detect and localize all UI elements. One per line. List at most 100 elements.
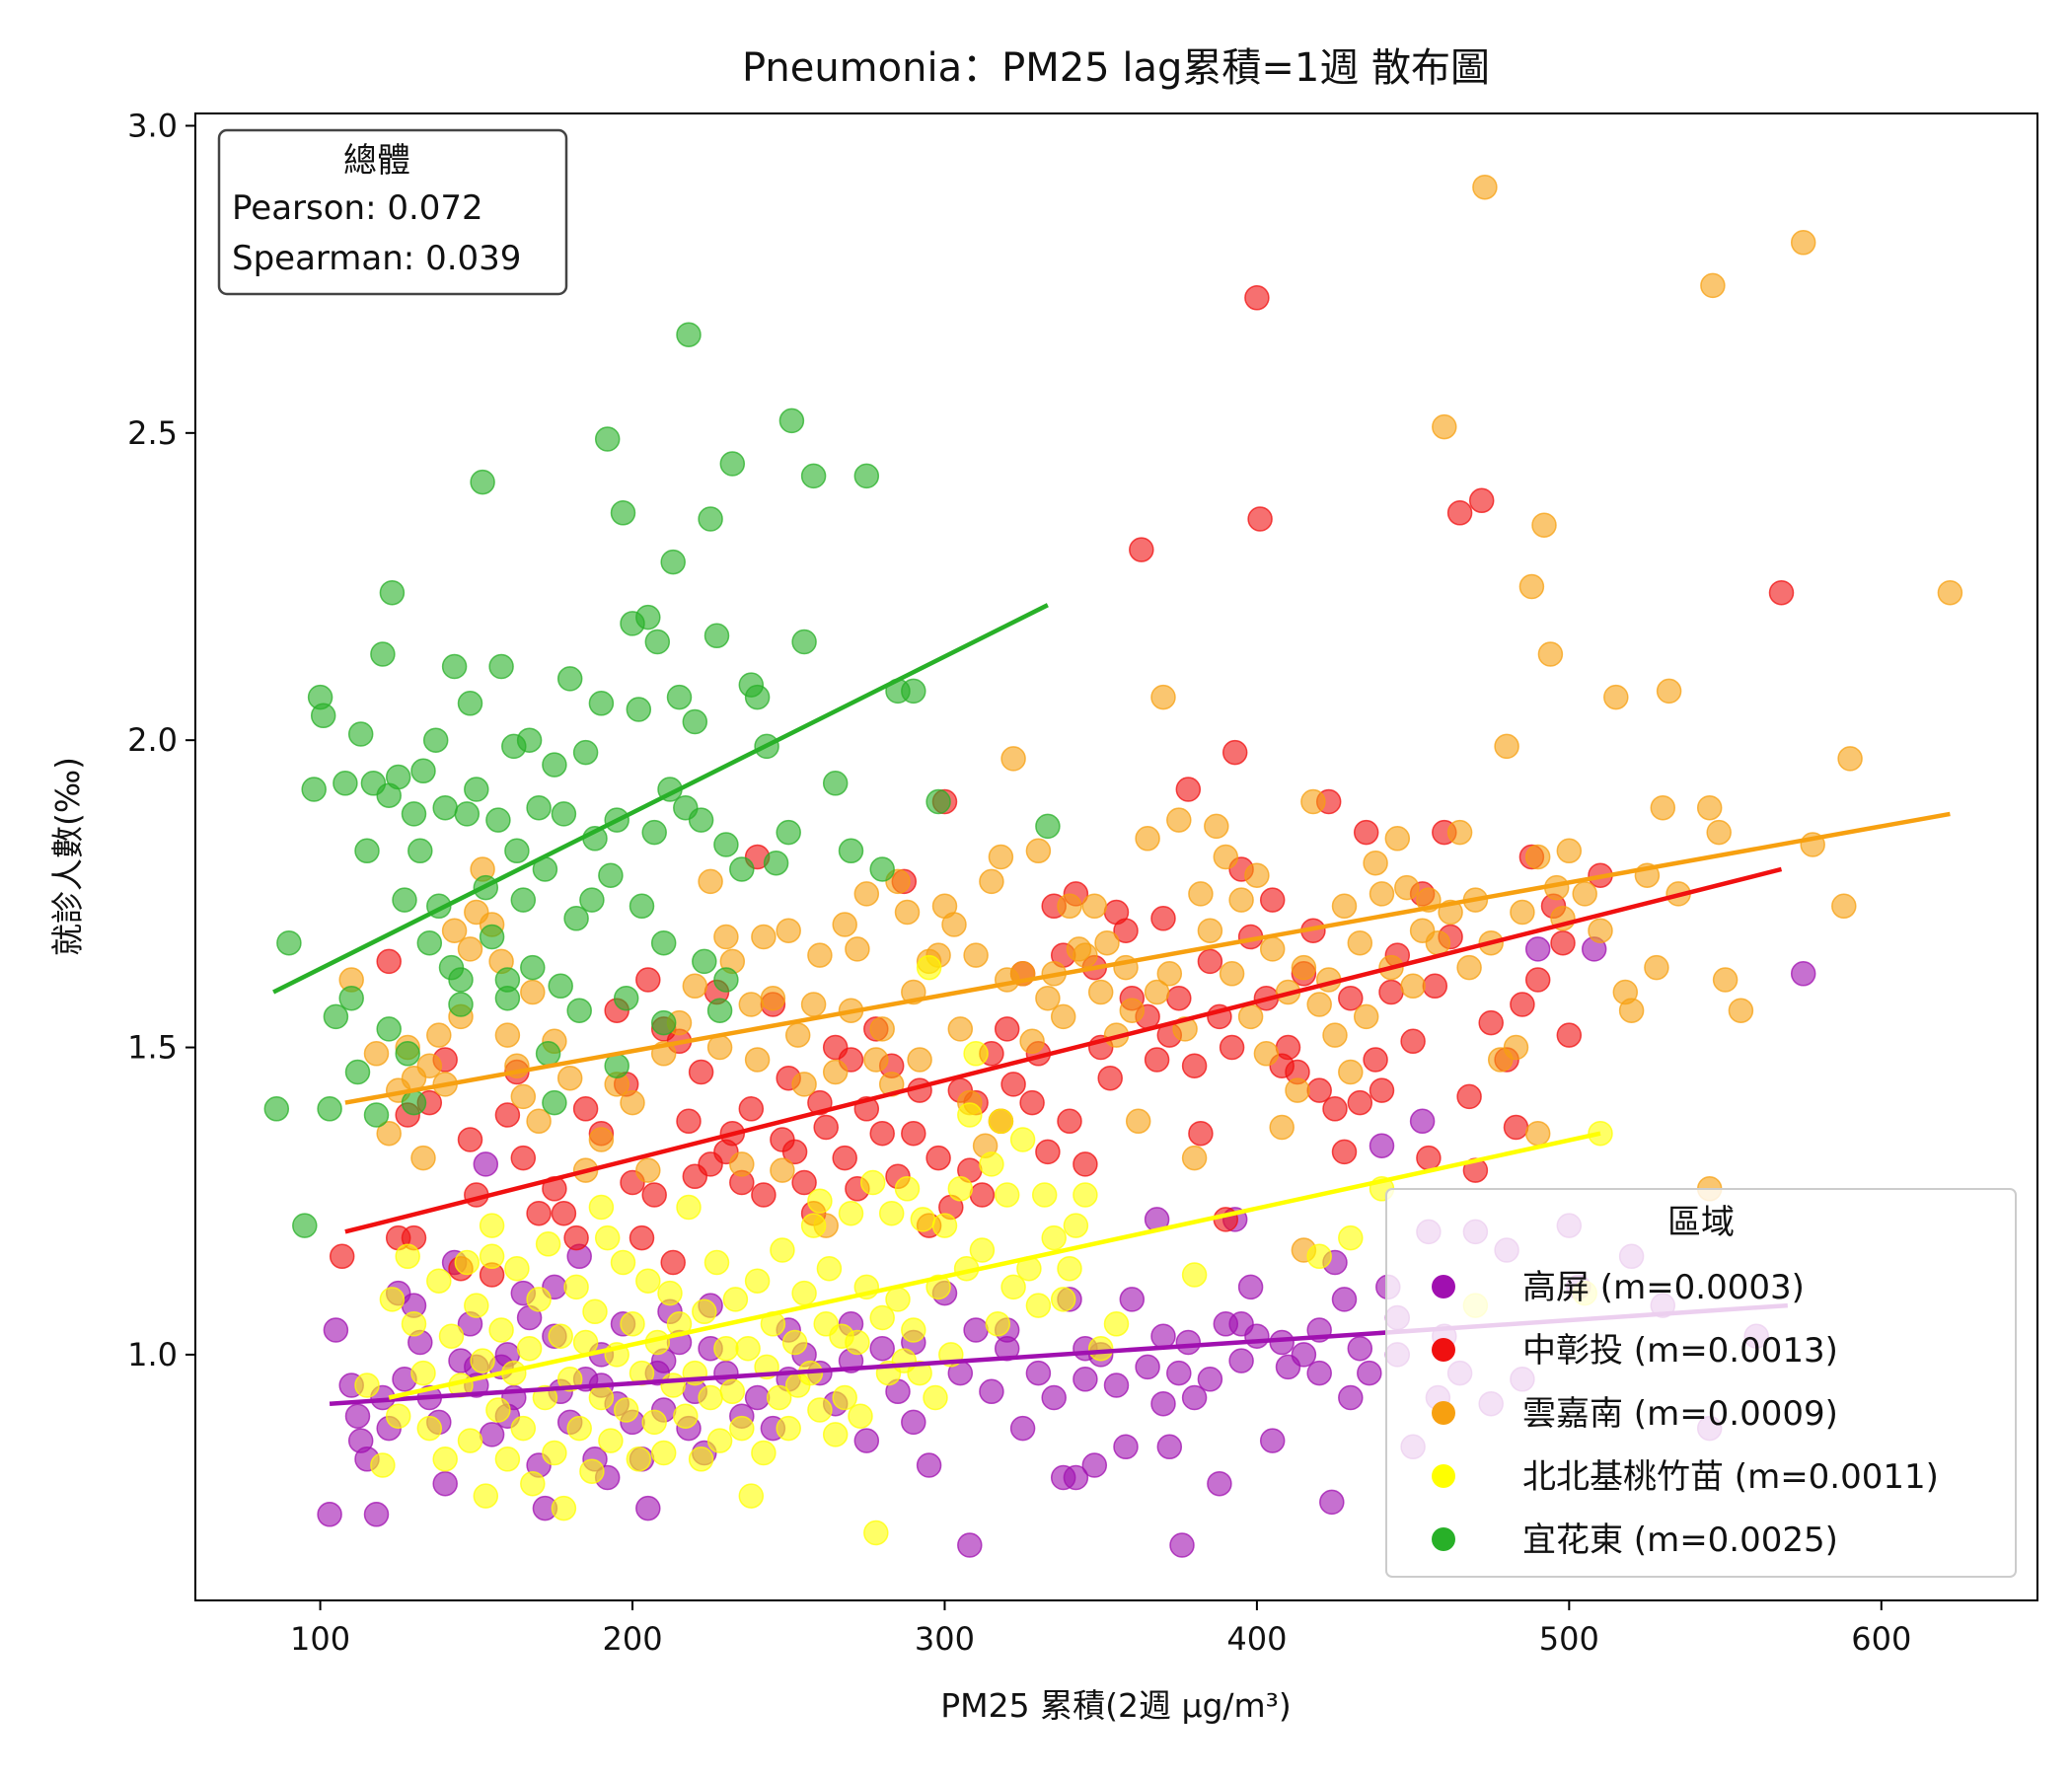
chart-title: Pneumonia：PM25 lag累積=1週 散布圖 <box>742 45 1490 91</box>
data-point <box>329 1243 355 1270</box>
data-point <box>354 838 380 864</box>
data-point <box>869 1304 895 1331</box>
data-point <box>813 1114 839 1141</box>
data-point <box>845 936 870 962</box>
data-point <box>613 985 639 1011</box>
data-point <box>1035 813 1061 840</box>
data-point <box>1347 929 1373 956</box>
x-tick-label: 400 <box>1226 1620 1287 1658</box>
data-point <box>516 727 543 753</box>
data-point <box>751 1182 777 1208</box>
data-point <box>588 1127 615 1152</box>
data-point <box>333 771 358 796</box>
data-point <box>1135 826 1160 852</box>
data-point <box>588 1384 615 1411</box>
points-layer <box>263 174 1963 1558</box>
data-point <box>635 1495 661 1521</box>
data-point <box>323 1003 349 1030</box>
data-point <box>698 1384 723 1411</box>
data-point <box>1269 1329 1295 1356</box>
data-point <box>363 1502 390 1527</box>
data-point <box>1618 998 1645 1023</box>
data-point <box>979 868 1004 895</box>
data-point <box>650 1440 677 1466</box>
data-point <box>781 1139 808 1165</box>
data-point <box>535 1041 561 1067</box>
fit-line-1 <box>344 866 1783 1234</box>
data-point <box>464 777 489 802</box>
data-point <box>276 929 302 956</box>
data-point <box>1050 1287 1076 1312</box>
data-point <box>738 992 765 1017</box>
data-point <box>1181 1145 1208 1171</box>
data-point <box>863 1520 889 1546</box>
data-point <box>1537 641 1564 667</box>
data-point <box>1269 1114 1295 1141</box>
data-point <box>548 1323 573 1349</box>
x-tick-label: 100 <box>290 1620 350 1658</box>
data-point <box>563 1274 589 1300</box>
data-point <box>1087 1335 1114 1362</box>
data-point <box>410 1145 436 1171</box>
data-point <box>1166 807 1192 833</box>
data-point <box>1338 985 1364 1011</box>
data-point <box>863 1047 889 1073</box>
data-point <box>598 862 624 888</box>
data-point <box>504 838 530 864</box>
data-point <box>1041 1384 1067 1411</box>
data-point <box>470 469 495 495</box>
data-point <box>1244 285 1270 311</box>
data-point <box>1706 819 1732 846</box>
data-point <box>395 1243 420 1270</box>
data-point <box>370 1452 396 1478</box>
data-point <box>338 985 364 1011</box>
data-point <box>432 1446 458 1472</box>
data-point <box>410 758 436 784</box>
data-point <box>1213 844 1239 870</box>
data-point <box>1156 1434 1183 1460</box>
stats-box-title: 總體 <box>343 141 410 181</box>
data-point <box>1347 1335 1373 1362</box>
data-point <box>551 1495 577 1521</box>
data-point <box>1572 881 1597 907</box>
data-point <box>323 1317 349 1343</box>
data-point <box>1000 1274 1026 1300</box>
data-point <box>426 1268 452 1294</box>
data-point <box>800 463 827 489</box>
data-point <box>988 1108 1014 1135</box>
data-point <box>641 819 667 846</box>
stats-box: 總體 Pearson: 0.072 Spearman: 0.039 <box>217 128 568 296</box>
data-point <box>448 992 474 1017</box>
data-point <box>292 1213 318 1238</box>
data-point <box>1291 1342 1317 1368</box>
data-point <box>401 1089 427 1116</box>
data-point <box>1031 1182 1058 1208</box>
data-point <box>838 1200 864 1226</box>
data-point <box>744 684 771 710</box>
data-point <box>1035 1139 1061 1165</box>
data-point <box>644 629 671 655</box>
data-point <box>1197 948 1223 975</box>
data-point <box>832 1384 857 1411</box>
data-point <box>925 1145 951 1171</box>
data-point <box>301 777 327 802</box>
data-point <box>263 1096 290 1122</box>
data-point <box>923 1384 948 1411</box>
data-point <box>1019 1089 1045 1116</box>
data-point <box>1050 1003 1076 1030</box>
data-point <box>1025 1360 1052 1386</box>
data-point <box>363 1041 390 1067</box>
data-point <box>1322 1096 1348 1122</box>
data-point <box>1644 954 1669 981</box>
data-point <box>853 881 880 907</box>
data-point <box>1000 1072 1026 1097</box>
data-point <box>784 1022 811 1048</box>
data-point <box>566 1415 592 1442</box>
data-point <box>504 1255 530 1282</box>
data-point <box>610 1249 636 1276</box>
data-point <box>698 506 723 532</box>
data-point <box>853 463 880 489</box>
data-point <box>676 1194 702 1221</box>
data-point <box>947 1016 974 1042</box>
data-point <box>535 1231 561 1257</box>
